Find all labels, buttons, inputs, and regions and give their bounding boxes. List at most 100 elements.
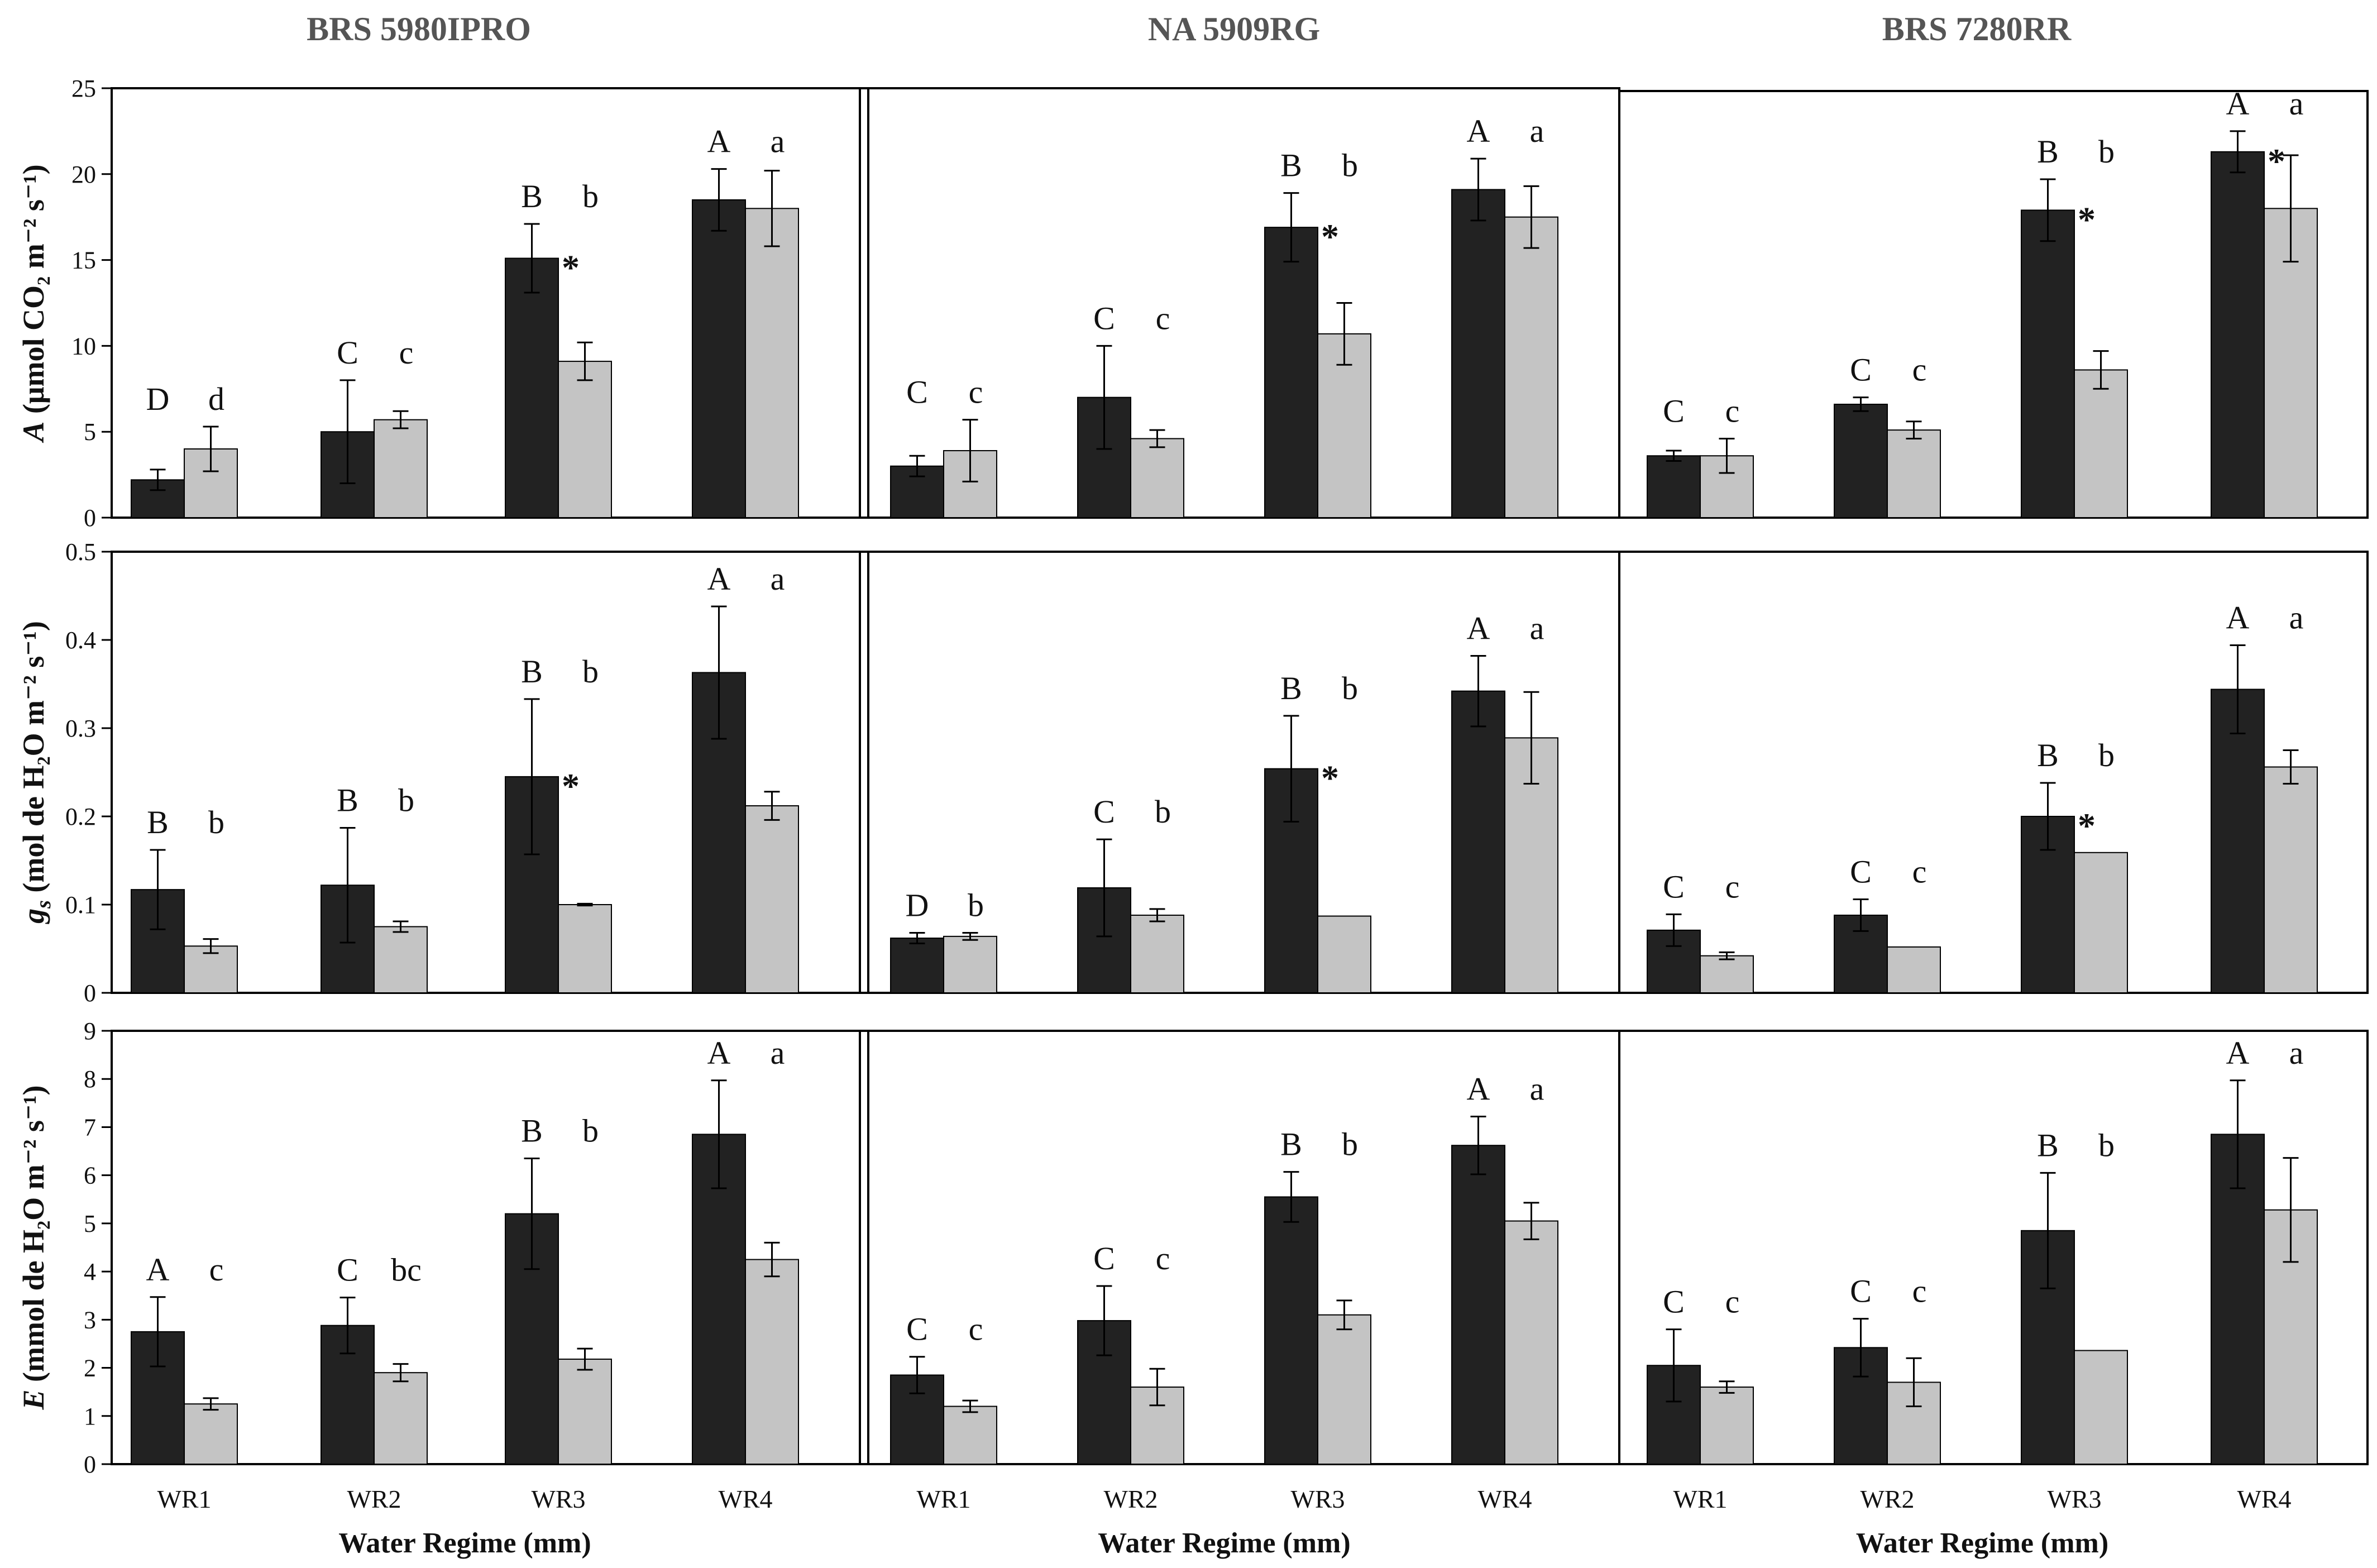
bar-water-deficit <box>558 1359 612 1465</box>
y-tick-label: 15 <box>71 247 96 274</box>
upper-letter: B <box>2037 133 2059 170</box>
y-tick-label: 5 <box>84 1210 96 1237</box>
upper-letter: B <box>1280 670 1302 706</box>
y-tick-label: 0.4 <box>65 627 96 654</box>
column-title-2: NA 5909RG <box>1148 11 1320 47</box>
bar-water-deficit <box>1317 915 1371 994</box>
bar-water-deficit <box>943 935 997 994</box>
y-label-units: (mol de H₂O m⁻² s⁻¹) <box>17 621 50 900</box>
bar-water-deficit <box>374 419 428 519</box>
bar-well-watered <box>2211 689 2265 993</box>
lower-letter: a <box>2289 85 2304 122</box>
significance-star: * <box>2078 806 2096 845</box>
bar-water-deficit <box>558 904 612 993</box>
bar-well-watered <box>1647 929 1701 993</box>
x-axis-label-3: Water Regime (mm) <box>1856 1527 2108 1559</box>
lower-letter: c <box>399 334 414 371</box>
bar-water-deficit <box>943 1406 997 1465</box>
upper-letter: C <box>1093 300 1115 336</box>
lower-letter: a <box>771 561 785 597</box>
lower-letter: b <box>1342 147 1358 184</box>
lower-letter: b <box>2098 1127 2115 1163</box>
x-category-label: WR4 <box>1477 1485 1532 1513</box>
panel-frame-r3-c1 <box>111 1030 869 1465</box>
lower-letter: a <box>1530 113 1544 149</box>
y-axis-label-row-1: A (μmol CO₂ m⁻² s⁻¹) <box>17 164 50 443</box>
lower-letter: b <box>968 887 984 924</box>
lower-letter: c <box>1725 868 1740 905</box>
bar-water-deficit <box>1887 429 1941 519</box>
lower-letter: a <box>2289 1035 2304 1071</box>
y-axis-label-row-3: E (mmol de H₂O m⁻² s⁻¹) <box>17 1085 50 1410</box>
significance-star: * <box>2078 199 2096 239</box>
upper-letter: A <box>1467 610 1490 646</box>
upper-letter: D <box>146 381 170 417</box>
y-tick-label: 25 <box>71 75 96 102</box>
upper-letter: B <box>337 782 358 819</box>
column-title-1: BRS 5980IPRO <box>307 11 531 47</box>
lower-letter: bc <box>391 1252 422 1288</box>
column-title-3: BRS 7280RR <box>1882 11 2072 47</box>
x-category-label: WR2 <box>347 1485 401 1513</box>
y-label-units: (mmol de H₂O m⁻² s⁻¹) <box>17 1085 50 1389</box>
lower-letter: d <box>208 381 224 417</box>
y-tick-label: 2 <box>84 1355 96 1382</box>
significance-star: * <box>2268 141 2285 181</box>
bar-water-deficit <box>1130 438 1184 519</box>
lower-letter: b <box>398 782 414 819</box>
x-category-label: WR3 <box>2047 1485 2101 1513</box>
y-tick-label: 0 <box>84 979 96 1007</box>
y-label-symbol: A <box>17 422 50 443</box>
bar-water-deficit <box>2074 369 2128 518</box>
x-category-label: WR1 <box>157 1485 211 1513</box>
x-category-label: WR3 <box>531 1485 585 1513</box>
lower-letter: b <box>582 1112 599 1149</box>
lower-letter: b <box>582 178 599 214</box>
bar-water-deficit <box>745 208 799 518</box>
bar-water-deficit <box>745 805 799 994</box>
x-category-label: WR1 <box>1673 1485 1727 1513</box>
y-label-symbol: g <box>17 909 50 924</box>
upper-letter: B <box>521 1112 543 1149</box>
lower-letter: b <box>208 804 224 840</box>
upper-letter: C <box>1093 1240 1115 1277</box>
lower-letter: b <box>582 653 599 690</box>
bar-water-deficit <box>745 1259 799 1465</box>
lower-letter: c <box>1725 393 1740 429</box>
upper-letter: C <box>906 374 928 410</box>
bar-water-deficit <box>1700 1387 1754 1465</box>
x-axis-label-1: Water Regime (mm) <box>338 1527 591 1559</box>
panel-frame-r2-c3 <box>1618 551 2369 994</box>
y-tick-label: 0 <box>84 504 96 532</box>
y-label-units: (μmol CO₂ m⁻² s⁻¹) <box>17 164 50 421</box>
upper-letter: B <box>147 804 169 840</box>
lower-letter: c <box>1725 1284 1740 1320</box>
upper-letter: C <box>1093 793 1115 830</box>
upper-letter: D <box>906 887 929 924</box>
y-tick-label: 7 <box>84 1113 96 1141</box>
lower-letter: c <box>969 1311 983 1347</box>
significance-star: * <box>562 766 580 806</box>
bar-well-watered <box>1264 1196 1318 1465</box>
significance-star: * <box>562 248 580 288</box>
bar-water-deficit <box>1887 946 1941 993</box>
panel-frame-r1-c1 <box>111 87 869 519</box>
lower-letter: b <box>2098 133 2115 170</box>
upper-letter: A <box>2226 599 2250 635</box>
y-tick-label: 6 <box>84 1162 96 1189</box>
bar-water-deficit <box>2074 852 2128 994</box>
x-category-label: WR1 <box>916 1485 970 1513</box>
upper-letter: B <box>1280 1126 1302 1163</box>
lower-letter: b <box>1342 1126 1358 1163</box>
x-category-label: WR2 <box>1860 1485 1914 1513</box>
lower-letter: a <box>771 1035 785 1071</box>
panel-frame-r3-c3 <box>1618 1030 2369 1465</box>
lower-letter: a <box>1530 610 1544 646</box>
bar-well-watered <box>505 257 559 518</box>
upper-letter: A <box>1467 1070 1490 1107</box>
x-axis-label-2: Water Regime (mm) <box>1098 1527 1350 1559</box>
bar-water-deficit <box>1504 1220 1558 1465</box>
upper-letter: B <box>1280 147 1302 184</box>
significance-star: * <box>1321 758 1339 798</box>
lower-letter: b <box>1342 670 1358 706</box>
